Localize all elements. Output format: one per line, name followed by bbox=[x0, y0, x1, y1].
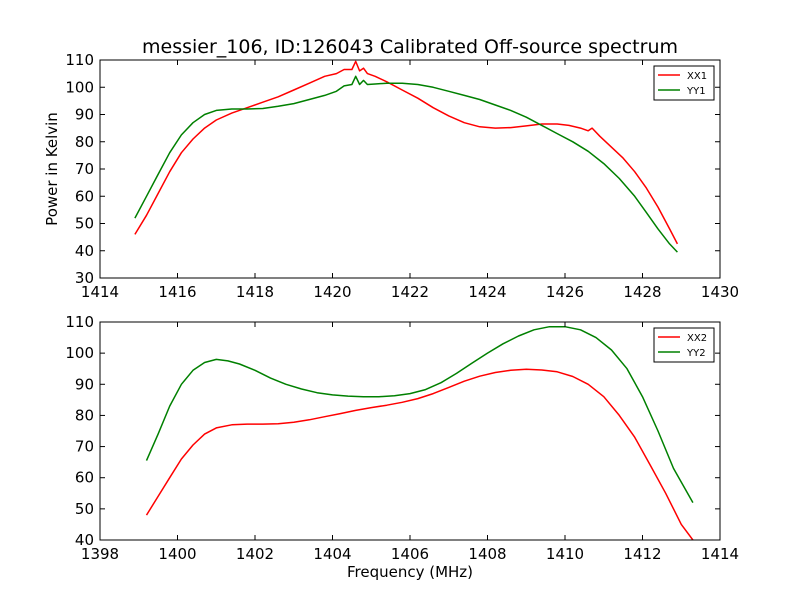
x-tick-label: 1404 bbox=[313, 545, 351, 563]
legend-label-xx2: XX2 bbox=[687, 333, 707, 344]
y-tick-label: 30 bbox=[75, 269, 94, 287]
x-tick-label: 1428 bbox=[623, 283, 661, 301]
x-axis-label: Frequency (MHz) bbox=[347, 563, 473, 581]
y-tick-label: 110 bbox=[65, 313, 94, 331]
x-tick-label: 1412 bbox=[623, 545, 661, 563]
series-line-xx1 bbox=[134, 60, 679, 245]
legend-label-xx1: XX1 bbox=[687, 71, 707, 82]
series-group bbox=[134, 60, 679, 253]
y-tick-label: 80 bbox=[75, 406, 94, 424]
y-tick-label: 110 bbox=[65, 51, 94, 69]
series-line-yy1 bbox=[134, 75, 678, 253]
y-tick-label: 50 bbox=[75, 215, 94, 233]
y-axis-label: Power in Kelvin bbox=[43, 112, 61, 226]
x-tick-label: 1398 bbox=[81, 545, 119, 563]
x-tick-label: 1416 bbox=[158, 283, 196, 301]
legend-label-yy1: YY1 bbox=[686, 86, 706, 97]
x-tick-label: 1410 bbox=[546, 545, 584, 563]
y-tick-label: 50 bbox=[75, 500, 94, 518]
y-tick-label: 40 bbox=[75, 531, 94, 549]
series-group bbox=[145, 325, 694, 540]
x-tick-label: 1414 bbox=[81, 283, 119, 301]
y-tick-label: 80 bbox=[75, 133, 94, 151]
y-tick-label: 60 bbox=[75, 187, 94, 205]
y-tick-label: 70 bbox=[75, 438, 94, 456]
y-tick-label: 100 bbox=[65, 344, 94, 362]
y-tick-label: 90 bbox=[75, 106, 94, 124]
y-tick-label: 90 bbox=[75, 375, 94, 393]
y-tick-label: 100 bbox=[65, 78, 94, 96]
legend-label-yy2: YY2 bbox=[686, 348, 706, 359]
x-tick-label: 1406 bbox=[391, 545, 429, 563]
x-tick-label: 1402 bbox=[236, 545, 274, 563]
x-tick-label: 1430 bbox=[701, 283, 739, 301]
x-tick-label: 1414 bbox=[701, 545, 739, 563]
series-line-yy2 bbox=[145, 325, 694, 503]
figure-title: messier_106, ID:126043 Calibrated Off-so… bbox=[142, 36, 678, 58]
legend-box bbox=[653, 65, 715, 101]
x-tick-label: 1408 bbox=[468, 545, 506, 563]
x-tick-label: 1424 bbox=[468, 283, 506, 301]
x-tick-label: 1400 bbox=[158, 545, 196, 563]
x-tick-label: 1422 bbox=[391, 283, 429, 301]
y-tick-label: 60 bbox=[75, 469, 94, 487]
legend-box bbox=[653, 327, 715, 363]
y-tick-label: 40 bbox=[75, 242, 94, 260]
bottom-spectrum-plot: 1398 1400 1402 1404 1406 1408 1410 1412 1414 40 50… bbox=[65, 313, 739, 581]
top-spectrum-plot: 1414 1416 1418 1420 1422 1424 1426 1428 1430 30 40… bbox=[43, 51, 739, 301]
x-tick-label: 1420 bbox=[313, 283, 351, 301]
x-tick-label: 1418 bbox=[236, 283, 274, 301]
y-tick-label: 70 bbox=[75, 160, 94, 178]
series-line-xx2 bbox=[145, 368, 694, 540]
x-tick-label: 1426 bbox=[546, 283, 584, 301]
